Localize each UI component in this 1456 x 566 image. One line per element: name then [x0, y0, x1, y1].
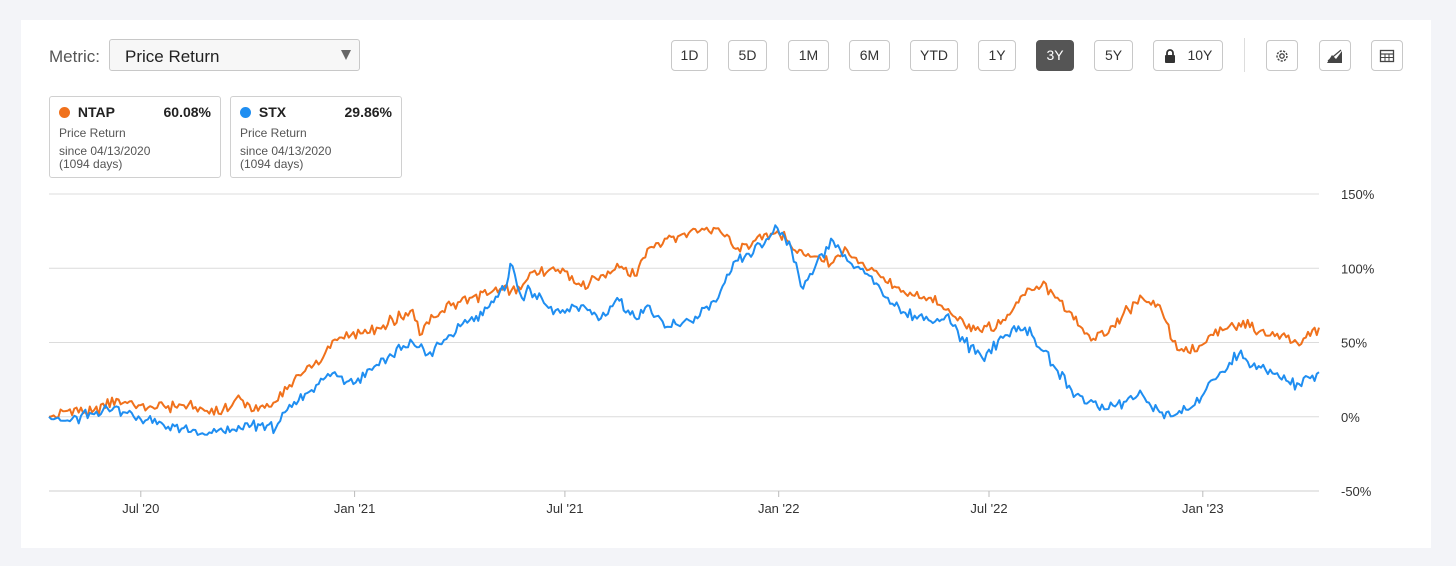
table-view-button[interactable] — [1371, 40, 1403, 71]
range-button-ytd[interactable]: YTD — [910, 40, 958, 71]
metric-select-value: Price Return — [125, 47, 220, 66]
x-tick-label: Jan '23 — [1182, 501, 1224, 516]
legend-ntap[interactable]: NTAP 60.08% Price Return since 04/13/202… — [49, 96, 221, 178]
legend-metric: Price Return — [59, 126, 126, 140]
range-button-5y[interactable]: 5Y — [1094, 40, 1133, 71]
toolbar-divider — [1244, 38, 1245, 72]
legend-days: (1094 days) — [240, 157, 304, 171]
y-tick-label: 100% — [1341, 261, 1375, 276]
range-button-1d[interactable]: 1D — [671, 40, 708, 71]
y-tick-label: 150% — [1341, 187, 1375, 202]
caret-down-icon — [341, 50, 351, 60]
legend-since: since 04/13/2020 — [240, 144, 332, 158]
legend-ticker: STX — [258, 104, 287, 120]
range-button-3y[interactable]: 3Y — [1036, 40, 1074, 71]
range-button-10y[interactable]: 10Y — [1153, 40, 1223, 71]
gear-icon — [1276, 50, 1288, 62]
x-tick-label: Jul '20 — [122, 501, 159, 516]
range-button-5d[interactable]: 5D — [728, 40, 767, 71]
chart-card: Metric: Price Return 1D 5D 1M 6M YTD 1Y … — [21, 20, 1431, 548]
range-button-6m[interactable]: 6M — [849, 40, 890, 71]
range-button-10y-label: 10Y — [1187, 47, 1213, 63]
series-line-stx[interactable] — [48, 224, 1320, 436]
stx-color-dot — [240, 107, 251, 118]
legend-ticker: NTAP — [77, 104, 115, 120]
series-line-ntap[interactable] — [48, 226, 1320, 419]
x-tick-label: Jul '22 — [970, 501, 1007, 516]
chart-type-icon — [1327, 49, 1342, 64]
legend-value: 60.08% — [163, 104, 211, 120]
ntap-color-dot — [59, 107, 70, 118]
legend-stx[interactable]: STX 29.86% Price Return since 04/13/2020… — [230, 96, 402, 178]
range-button-1y[interactable]: 1Y — [978, 40, 1016, 71]
lock-icon — [1164, 49, 1175, 64]
y-tick-label: 0% — [1341, 410, 1360, 425]
x-tick-label: Jan '21 — [334, 501, 376, 516]
table-icon — [1379, 50, 1395, 63]
price-return-chart[interactable]: 150% 100% 50% 0% -50% Jul '20 Jan '21 Jul '21 Ja… — [21, 20, 1431, 548]
legend-days: (1094 days) — [59, 157, 123, 171]
settings-button[interactable] — [1266, 40, 1298, 71]
chart-type-button[interactable] — [1319, 40, 1351, 71]
x-tick-label: Jan '22 — [758, 501, 800, 516]
metric-label: Metric: — [49, 47, 100, 66]
legend-since: since 04/13/2020 — [59, 144, 151, 158]
y-tick-label: 50% — [1341, 336, 1367, 351]
y-tick-label: -50% — [1341, 484, 1372, 499]
metric-select[interactable]: Price Return — [109, 39, 360, 71]
legend-metric: Price Return — [240, 126, 307, 140]
x-tick-label: Jul '21 — [546, 501, 583, 516]
range-button-1m[interactable]: 1M — [788, 40, 829, 71]
legend-value: 29.86% — [344, 104, 392, 120]
